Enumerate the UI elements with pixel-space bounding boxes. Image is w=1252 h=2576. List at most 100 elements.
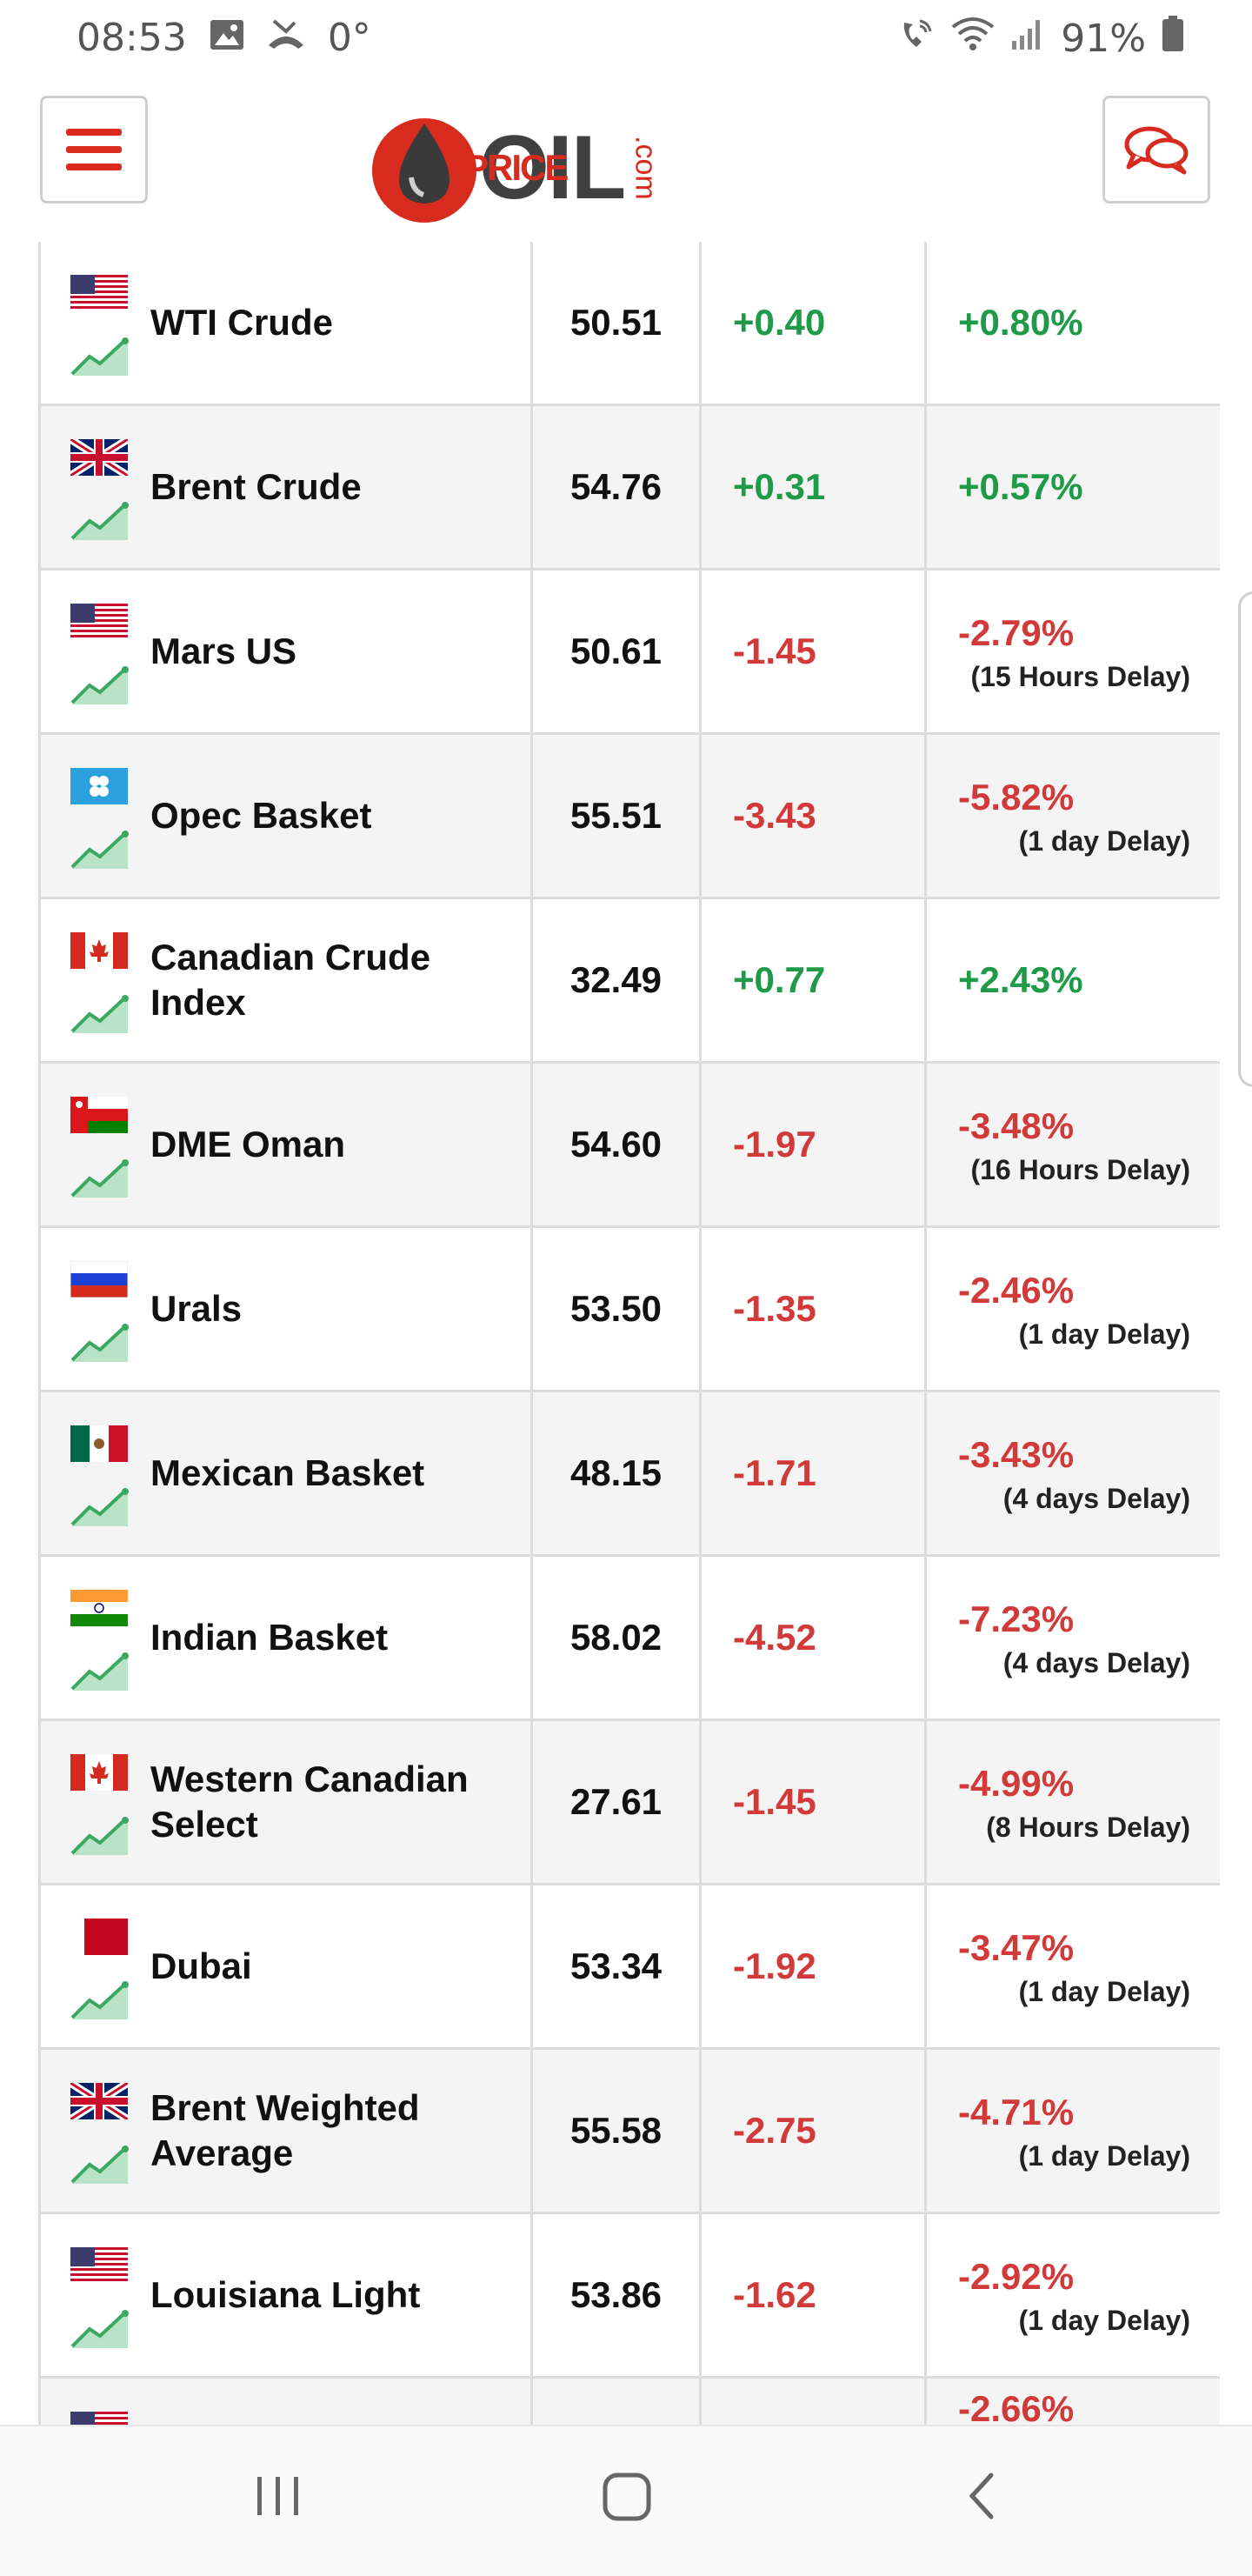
delay-note: (4 days Delay): [1002, 1646, 1190, 1678]
commodity-name[interactable]: Louisiana Light: [150, 2274, 421, 2315]
commodity-cell: Opec Basket: [41, 735, 533, 897]
commodity-name[interactable]: Opec Basket: [150, 795, 372, 836]
commodity-cell: Dubai: [41, 1885, 533, 2047]
price-value: 53.34: [569, 1945, 663, 1986]
table-row[interactable]: Mars US 50.61 -1.45 -2.79% (15 Hours Del…: [41, 571, 1220, 735]
table-row[interactable]: Urals 53.50 -1.35 -2.46% (1 day Delay): [41, 1228, 1220, 1392]
percent-change-value: -3.48%: [958, 1104, 1075, 1146]
commodity-name[interactable]: Canadian Crude Index: [150, 937, 431, 1023]
percent-change-value: -3.47%: [958, 1926, 1075, 1968]
price-cell: 50.61: [533, 571, 702, 732]
home-button[interactable]: [602, 2470, 654, 2526]
commodity-name[interactable]: Brent Weighted Average: [150, 2087, 420, 2173]
table-row[interactable]: Dubai 53.34 -1.92 -3.47% (1 day Delay): [41, 1885, 1220, 2050]
price-cell: 53.86: [533, 2214, 702, 2376]
status-time: 08:53: [77, 16, 187, 60]
commodity-name[interactable]: Indian Basket: [150, 1617, 389, 1658]
commodity-name[interactable]: Mexican Basket: [150, 1452, 425, 1493]
delay-note: (8 Hours Delay): [986, 1811, 1190, 1843]
change-value: -4.52: [733, 1617, 816, 1658]
commodity-name[interactable]: Western Canadian Select: [150, 1758, 469, 1845]
recent-apps-icon: [257, 2477, 298, 2515]
percent-cell: -2.66%: [927, 2379, 1220, 2439]
commodity-cell: Mexican Basket: [41, 1392, 533, 1554]
commodity-name[interactable]: Mars US: [150, 631, 297, 671]
table-row[interactable]: Opec Basket 55.51 -3.43 -5.82% (1 day De…: [41, 735, 1220, 899]
chart-trend-icon[interactable]: [70, 2308, 130, 2354]
chart-trend-icon[interactable]: [70, 500, 130, 546]
table-row[interactable]: Mexican Basket 48.15 -1.71 -3.43% (4 day…: [41, 1392, 1220, 1557]
price-cell: [533, 2379, 702, 2439]
percent-cell: +0.57%: [927, 406, 1220, 568]
comments-button[interactable]: [1102, 96, 1210, 204]
site-header: OIL PRICE .com: [0, 77, 1252, 242]
price-value: 55.51: [569, 795, 663, 836]
oil-price-table: WTI Crude 50.51 +0.40 +0.80% Brent Crude…: [38, 242, 1220, 2439]
change-value: -1.35: [733, 1288, 816, 1329]
oilprice-logo[interactable]: OIL PRICE .com: [370, 111, 662, 224]
recent-apps-button[interactable]: [252, 2470, 304, 2526]
price-value: 32.49: [569, 959, 663, 1000]
percent-cell: -5.82% (1 day Delay): [927, 735, 1220, 897]
missed-call-icon: [267, 16, 305, 60]
oil-drop-logo-icon: [372, 118, 476, 223]
delay-note: (1 day Delay): [1018, 2139, 1190, 2172]
commodity-name[interactable]: Urals: [150, 1288, 243, 1329]
percent-cell: -3.47% (1 day Delay): [927, 1885, 1220, 2047]
back-button[interactable]: [956, 2470, 1009, 2526]
price-value: 53.86: [569, 2274, 663, 2315]
price-cell: 55.51: [533, 735, 702, 897]
commodity-name[interactable]: WTI Crude: [150, 302, 333, 343]
wifi-icon: [951, 17, 995, 61]
chart-trend-icon[interactable]: [70, 1486, 130, 1532]
commodity-cell: Louisiana Light: [41, 2214, 533, 2376]
price-value: 54.60: [569, 1124, 663, 1165]
commodity-name[interactable]: Brent Crude: [150, 466, 362, 507]
table-row[interactable]: Brent Crude 54.76 +0.31 +0.57%: [41, 406, 1220, 571]
chart-trend-icon[interactable]: [70, 2144, 130, 2190]
change-value: -2.75: [733, 2110, 816, 2151]
table-row[interactable]: WTI Crude 50.51 +0.40 +0.80%: [41, 242, 1220, 406]
table-row[interactable]: Western Canadian Select 27.61 -1.45 -4.9…: [41, 1721, 1220, 1885]
delay-note: (1 day Delay): [1018, 2304, 1190, 2336]
commodity-cell: Mars US: [41, 571, 533, 732]
table-row[interactable]: DME Oman 54.60 -1.97 -3.48% (16 Hours De…: [41, 1064, 1220, 1228]
scroll-indicator[interactable]: [1238, 591, 1252, 1087]
back-icon: [969, 2473, 994, 2519]
price-cell: 48.15: [533, 1392, 702, 1554]
percent-change-value: -2.92%: [958, 2255, 1075, 2297]
percent-change-value: -7.23%: [958, 1598, 1075, 1639]
chart-trend-icon[interactable]: [70, 993, 130, 1039]
price-value: 53.50: [569, 1288, 663, 1329]
status-temperature: 0°: [327, 16, 371, 60]
chart-trend-icon[interactable]: [70, 829, 130, 875]
price-cell: 58.02: [533, 1557, 702, 1718]
delay-note: (1 day Delay): [1018, 824, 1190, 857]
table-row[interactable]: Indian Basket 58.02 -4.52 -7.23% (4 days…: [41, 1557, 1220, 1721]
change-value: -1.45: [733, 1781, 816, 1822]
in-flag-icon: [70, 1590, 128, 1626]
percent-change-value: -2.79%: [958, 611, 1075, 653]
mx-flag-icon: [70, 1425, 128, 1462]
chart-trend-icon[interactable]: [70, 664, 130, 711]
table-row[interactable]: Louisiana Light 53.86 -1.62 -2.92% (1 da…: [41, 2214, 1220, 2379]
percent-cell: -2.46% (1 day Delay): [927, 1228, 1220, 1390]
chart-trend-icon[interactable]: [70, 1815, 130, 1861]
change-cell: -1.97: [702, 1064, 927, 1225]
chart-trend-icon[interactable]: [70, 1979, 130, 2025]
price-value: 50.51: [569, 302, 663, 343]
chart-trend-icon[interactable]: [70, 1322, 130, 1368]
commodity-name[interactable]: Dubai: [150, 1945, 252, 1986]
home-icon: [603, 2473, 651, 2521]
table-row[interactable]: Canadian Crude Index 32.49 +0.77 +2.43%: [41, 899, 1220, 1064]
commodity-name[interactable]: DME Oman: [150, 1124, 346, 1165]
menu-button[interactable]: [40, 96, 148, 204]
change-cell: -1.45: [702, 571, 927, 732]
table-row[interactable]: Brent Weighted Average 55.58 -2.75 -4.71…: [41, 2050, 1220, 2214]
chart-trend-icon[interactable]: [70, 1158, 130, 1204]
wifi-call-icon: [899, 16, 936, 62]
percent-change-value: -4.99%: [958, 1762, 1075, 1804]
chart-trend-icon[interactable]: [70, 1651, 130, 1697]
percent-change-value: +0.57%: [958, 466, 1083, 507]
chart-trend-icon[interactable]: [70, 336, 130, 382]
